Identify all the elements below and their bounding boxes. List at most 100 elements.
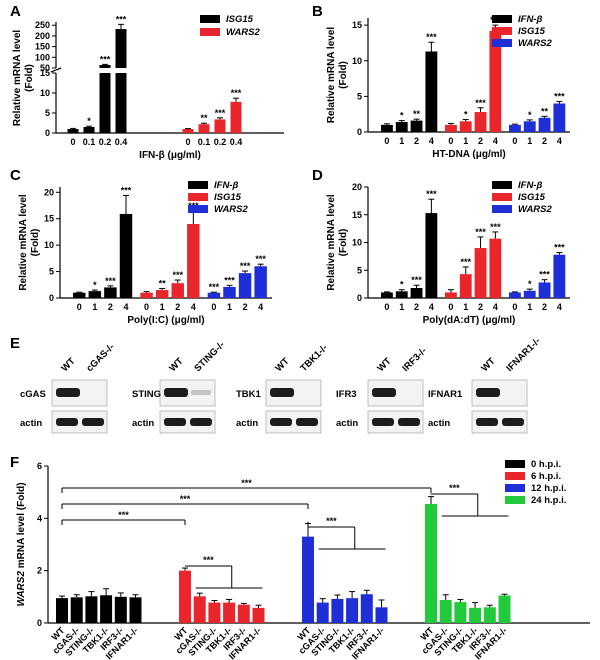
x-tick-label: 0 bbox=[185, 137, 190, 147]
significance-label: *** bbox=[460, 257, 471, 267]
y-axis-label: Relative mRNA level(Fold) bbox=[326, 194, 349, 291]
significance-label: *** bbox=[475, 227, 486, 237]
significance-label: ** bbox=[541, 106, 549, 116]
bar bbox=[230, 101, 242, 133]
x-tick-label: 4 bbox=[493, 302, 498, 312]
panel-label-f: F bbox=[10, 454, 19, 471]
legend-label: ISG15 bbox=[214, 192, 242, 203]
x-tick-label: 2 bbox=[542, 136, 547, 146]
x-tick-label: 4 bbox=[429, 136, 434, 146]
bar bbox=[553, 254, 566, 298]
y-tick-label: 2 bbox=[37, 566, 42, 576]
y-tick-label: 250 bbox=[35, 20, 50, 30]
x-tick-label: 0.2 bbox=[214, 137, 227, 147]
significance-label: *** bbox=[172, 270, 183, 280]
y-axis-label: Relative mRNA level(Fold) bbox=[18, 194, 41, 291]
legend-swatch bbox=[505, 484, 525, 492]
panel-label-b: B bbox=[312, 3, 323, 20]
significance-label: *** bbox=[426, 32, 437, 42]
bar bbox=[302, 536, 314, 623]
x-tick-label: 0.1 bbox=[83, 137, 96, 147]
x-tick-label: 4 bbox=[493, 136, 498, 146]
significance-label: * bbox=[400, 280, 404, 290]
bar bbox=[198, 124, 210, 133]
y-tick-label: 5 bbox=[357, 265, 362, 275]
significance-label: *** bbox=[121, 185, 132, 195]
y-tick-label: 10 bbox=[44, 240, 54, 250]
lane-label: STING-/- bbox=[192, 339, 227, 374]
significance-label: *** bbox=[215, 108, 226, 118]
bar bbox=[104, 287, 117, 298]
bar bbox=[439, 599, 452, 623]
bar bbox=[85, 596, 98, 623]
bar bbox=[509, 124, 521, 132]
bar bbox=[179, 570, 191, 623]
legend-swatch bbox=[505, 460, 525, 468]
significance-label: *** bbox=[116, 14, 127, 24]
bar bbox=[553, 103, 566, 132]
significance-label: *** bbox=[411, 275, 422, 285]
x-tick-label: 2 bbox=[108, 302, 113, 312]
panel-label-d: D bbox=[312, 167, 323, 184]
y-tick-label: 20 bbox=[44, 187, 54, 197]
bar bbox=[445, 292, 457, 298]
bar bbox=[425, 503, 437, 623]
significance-label: * bbox=[528, 110, 532, 120]
actin-band bbox=[270, 418, 292, 426]
y-tick-label: 4 bbox=[37, 513, 42, 523]
bar bbox=[193, 596, 206, 623]
legend-swatch bbox=[188, 205, 208, 213]
y-tick-label: 15 bbox=[352, 20, 362, 30]
x-tick-label: 2 bbox=[542, 302, 547, 312]
actin-band bbox=[82, 418, 104, 426]
significance-label: *** bbox=[539, 270, 550, 280]
protein-band bbox=[372, 388, 396, 397]
x-tick-label: 0.4 bbox=[115, 137, 128, 147]
legend-swatch bbox=[188, 181, 208, 189]
x-axis-label: Poly(I:C) (μg/ml) bbox=[127, 315, 204, 326]
bar bbox=[509, 292, 521, 298]
significance-label: *** bbox=[203, 555, 214, 565]
significance-label: *** bbox=[240, 261, 251, 271]
x-tick-label: 2 bbox=[478, 302, 483, 312]
bar bbox=[208, 602, 221, 623]
significance-label: *** bbox=[554, 91, 565, 101]
bar bbox=[237, 604, 250, 623]
significance-label: * bbox=[87, 116, 91, 126]
y-axis-label: WARS2 mRNA level (Fold) bbox=[16, 482, 27, 606]
x-tick-label: 0 bbox=[211, 302, 216, 312]
actin-label: actin bbox=[428, 418, 450, 429]
bar bbox=[523, 121, 536, 132]
legend-swatch bbox=[492, 193, 512, 201]
y-tick-label: 15 bbox=[44, 214, 54, 224]
significance-label: *** bbox=[475, 98, 486, 108]
blot-row-label: IFNAR1 bbox=[428, 389, 463, 400]
bar bbox=[474, 248, 487, 298]
x-tick-label: 4 bbox=[258, 302, 263, 312]
y-tick-label: 15 bbox=[40, 68, 50, 78]
y-tick-label: 0 bbox=[357, 127, 362, 137]
actin-band bbox=[372, 418, 394, 426]
bar bbox=[56, 598, 68, 623]
y-tick-label: 5 bbox=[49, 267, 54, 277]
legend-label: IFN-β bbox=[214, 180, 238, 191]
blot-membrane bbox=[265, 410, 322, 434]
lane-label: WT bbox=[273, 356, 291, 374]
blot-row-label: STING bbox=[132, 389, 161, 400]
bar bbox=[538, 282, 551, 298]
lane-label: WT bbox=[167, 356, 185, 374]
bar bbox=[99, 65, 111, 68]
bar bbox=[207, 292, 221, 298]
x-tick-label: 4 bbox=[557, 302, 562, 312]
bar bbox=[425, 51, 438, 132]
bar bbox=[483, 607, 496, 623]
bar bbox=[70, 597, 83, 623]
bar bbox=[252, 607, 265, 623]
bar bbox=[469, 607, 482, 623]
significance-label: *** bbox=[326, 516, 337, 526]
x-tick-label: 1 bbox=[463, 136, 468, 146]
bar bbox=[254, 266, 267, 298]
bar bbox=[99, 73, 111, 133]
